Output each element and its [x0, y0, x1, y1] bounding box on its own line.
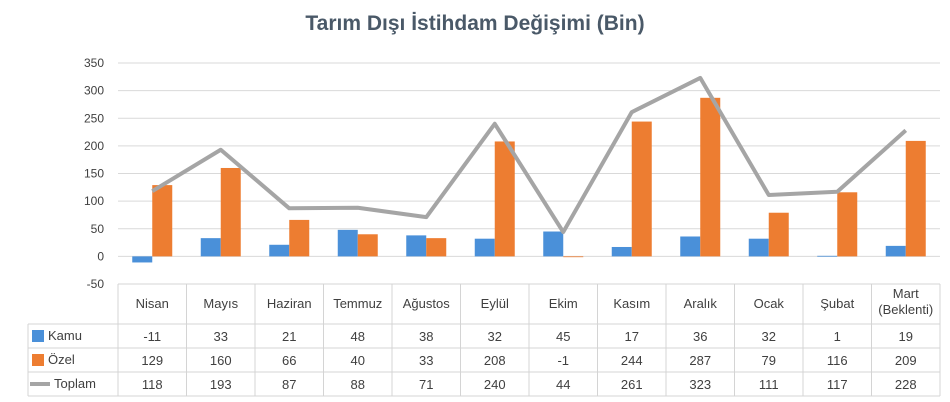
data-label: 33 [419, 353, 433, 368]
bar-özel [220, 167, 241, 257]
data-label: 33 [214, 329, 228, 344]
legend-label: Özel [48, 352, 75, 367]
bar-kamu [748, 238, 769, 257]
data-label: 32 [488, 329, 502, 344]
data-label: 48 [351, 329, 365, 344]
bar-kamu [885, 245, 906, 257]
y-tick-label: 350 [84, 56, 104, 70]
data-label: -11 [143, 329, 161, 344]
y-axis-ticks: 350 300 250 200 150 100 50 0 -50 [84, 56, 104, 291]
y-tick-label: 0 [97, 249, 104, 263]
legend-swatch-kamu [32, 330, 44, 342]
data-label: 40 [351, 353, 365, 368]
y-tick-label: 150 [84, 167, 104, 181]
data-label: 21 [282, 329, 296, 344]
data-label: 111 [759, 377, 779, 392]
bar-özel [905, 140, 926, 257]
category-label: Kasım [613, 296, 650, 311]
bar-özel [563, 256, 584, 258]
data-label: 244 [621, 353, 643, 368]
bar-özel [768, 212, 789, 257]
bar-kamu [543, 231, 564, 257]
data-label: 240 [484, 377, 506, 392]
bar-özel [426, 238, 447, 257]
legend-label: Kamu [48, 328, 82, 343]
y-tick-label: 300 [84, 84, 104, 98]
data-label: 19 [899, 329, 913, 344]
category-label: Eylül [481, 296, 509, 311]
chart-title: Tarım Dışı İstihdam Değişimi (Bin) [305, 12, 645, 35]
data-label: 44 [556, 377, 570, 392]
category-label: Ağustos [403, 296, 450, 311]
data-label: 117 [827, 377, 848, 392]
bar-kamu [269, 244, 290, 257]
category-label: Şubat [820, 296, 854, 311]
category-label: Nisan [136, 296, 169, 311]
bar-kamu [680, 236, 701, 257]
category-label: Mart (Beklenti) [878, 286, 933, 317]
y-tick-label: 200 [84, 139, 104, 153]
bar-özel [837, 192, 858, 257]
category-label: Aralık [684, 296, 718, 311]
data-label: 66 [282, 353, 296, 368]
bar-özel [152, 185, 173, 257]
bar-özel [357, 234, 378, 257]
data-label: 160 [210, 353, 232, 368]
category-label: Ekim [549, 296, 578, 311]
data-label: 17 [625, 329, 639, 344]
data-label: 1 [834, 329, 841, 344]
y-tick-label: 50 [91, 222, 105, 236]
bar-özel [700, 97, 721, 257]
data-label: 87 [282, 377, 296, 392]
data-label: 45 [556, 329, 570, 344]
data-label: 38 [419, 329, 433, 344]
data-label: 208 [484, 353, 506, 368]
data-label: 129 [141, 353, 163, 368]
data-label: 71 [419, 377, 433, 392]
bar-kamu [406, 235, 427, 257]
y-tick-label: -50 [87, 277, 105, 291]
bar-özel [494, 141, 515, 257]
data-label: 287 [689, 353, 711, 368]
y-tick-label: 100 [84, 194, 104, 208]
bar-kamu [132, 256, 153, 263]
category-label: Temmuz [333, 296, 382, 311]
data-label: 261 [621, 377, 643, 392]
bar-özel [289, 219, 310, 257]
data-label: 88 [351, 377, 365, 392]
data-table: Nisan Mayıs Haziran Temmuz Ağustos Eylül Ekim K… [27, 283, 941, 397]
data-label: -1 [557, 353, 569, 368]
bar-kamu [611, 246, 632, 257]
bar-kamu [474, 238, 495, 257]
category-label: Mayıs [203, 296, 238, 311]
y-tick-label: 250 [84, 111, 104, 125]
gridlines [118, 62, 940, 285]
data-label: 79 [762, 353, 776, 368]
data-label: 209 [895, 353, 917, 368]
data-label: 116 [827, 353, 848, 368]
data-label: 36 [693, 329, 707, 344]
line-toplam [151, 75, 908, 235]
data-label: 118 [142, 377, 163, 392]
line-series [151, 75, 908, 235]
legend-label: Toplam [54, 376, 96, 391]
bar-kamu [200, 238, 221, 257]
data-label: 32 [762, 329, 776, 344]
category-label: Ocak [754, 296, 785, 311]
bar-kamu [817, 255, 838, 257]
data-label: 193 [210, 377, 232, 392]
legend-swatch-özel [32, 354, 44, 366]
bar-series [132, 97, 926, 263]
bar-kamu [337, 229, 358, 257]
category-label: Haziran [267, 296, 312, 311]
bar-özel [631, 121, 652, 257]
data-label: 228 [895, 377, 917, 392]
data-label: 323 [689, 377, 711, 392]
